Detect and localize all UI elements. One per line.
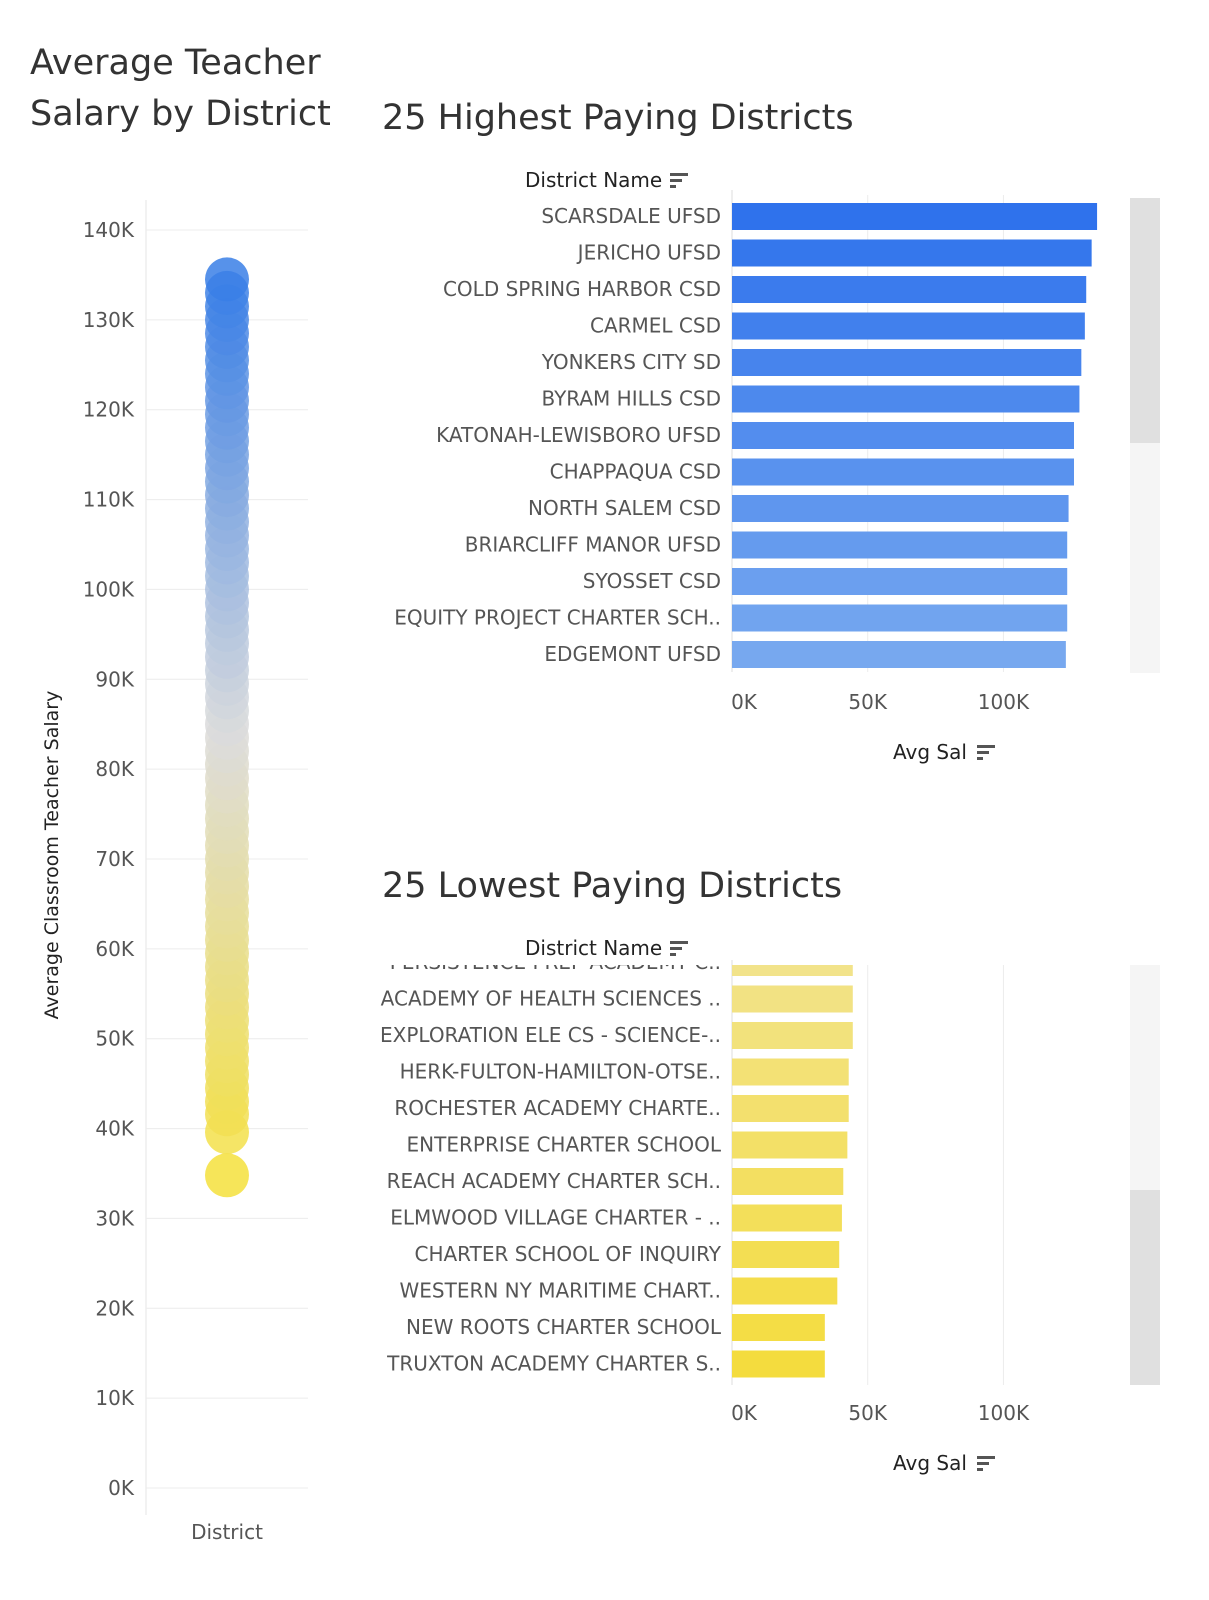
category-label: CHAPPAQUA CSD: [550, 460, 721, 484]
bar: [732, 1277, 838, 1305]
x-tick-label: 50K: [848, 690, 887, 714]
bar: [732, 422, 1074, 449]
category-label: SCARSDALE UFSD: [541, 204, 721, 228]
bar: [732, 495, 1069, 522]
bar: [732, 1131, 848, 1159]
category-label: CHARTER SCHOOL OF INQUIRY: [415, 1242, 722, 1266]
main-title: Average Teacher Salary by District: [30, 43, 331, 134]
highest-district-name-header[interactable]: District Name: [525, 168, 689, 192]
overview-y-tick-label: 90K: [95, 667, 134, 691]
category-label: YONKERS CITY SD: [541, 350, 721, 374]
bar: [732, 604, 1068, 632]
overview-y-tick-label: 50K: [95, 1027, 134, 1051]
category-label: BYRAM HILLS CSD: [541, 387, 721, 411]
x-tick-label: 0K: [731, 1401, 758, 1425]
category-label: KATONAH-LEWISBORO UFSD: [436, 423, 721, 447]
overview-y-tick-label: 20K: [95, 1296, 134, 1320]
category-label: ROCHESTER ACADEMY CHARTE..: [394, 1096, 721, 1120]
bar: [732, 385, 1080, 413]
overview-chart: 0K 10K 20K 30K 40K 50K 60K 70K 80K 90K 100K 110K 120…: [83, 200, 308, 1544]
x-tick-label: 50K: [848, 1401, 887, 1425]
lowest-scrollbar[interactable]: [1130, 965, 1160, 1385]
x-tick-label: 0K: [731, 690, 758, 714]
highest-chart-title: 25 Highest Paying Districts: [382, 98, 854, 138]
bar: [732, 1204, 842, 1232]
category-label: WESTERN NY MARITIME CHART..: [400, 1279, 722, 1303]
overview-y-tick-label: 80K: [95, 757, 134, 781]
overview-y-tick-label: 130K: [83, 308, 135, 332]
category-label: COLD SPRING HARBOR CSD: [443, 277, 721, 301]
category-label: NORTH SALEM CSD: [528, 496, 721, 520]
bar: [732, 349, 1082, 376]
highest-scrollbar[interactable]: [1130, 198, 1160, 673]
category-label: SYOSSET CSD: [583, 569, 721, 593]
lowest-x-axis-title[interactable]: Avg Sal: [893, 1451, 995, 1475]
highest-chart: 0K 50K 100K SCARSDALE UFSD JERICHO UFSD COLD …: [394, 190, 1098, 714]
bar: [732, 1314, 825, 1341]
district-name-label: District Name: [525, 936, 663, 960]
bar: [732, 1168, 844, 1195]
overview-y-tick-label: 120K: [83, 398, 135, 422]
lowest-district-name-header[interactable]: District Name: [525, 936, 689, 960]
category-label: BRIARCLIFF MANOR UFSD: [465, 533, 721, 557]
category-label: JERICHO UFSD: [576, 241, 721, 265]
bar: [732, 531, 1068, 559]
bar: [732, 1022, 853, 1049]
sort-icon[interactable]: [670, 940, 689, 956]
bar: [732, 1095, 849, 1122]
district-name-label: District Name: [525, 168, 663, 192]
overview-y-tick-label: 70K: [95, 847, 134, 871]
lowest-chart: 0K 50K 100K PERSISTENCE PREP ACADEMY C.. ACA…: [380, 960, 1030, 1425]
category-label: TRUXTON ACADEMY CHARTER S..: [386, 1352, 721, 1376]
bar: [732, 1058, 849, 1086]
sort-icon[interactable]: [670, 172, 689, 188]
lowest-chart-title: 25 Lowest Paying Districts: [382, 866, 843, 906]
bar-rows: PERSISTENCE PREP ACADEMY C.. ACADEMY OF H…: [380, 960, 853, 1378]
sort-icon[interactable]: [976, 744, 995, 760]
category-label: NEW ROOTS CHARTER SCHOOL: [406, 1315, 722, 1339]
overview-x-axis-label: District: [191, 1520, 263, 1544]
overview-y-tick-label: 40K: [95, 1117, 134, 1141]
overview-y-tick-label: 30K: [95, 1206, 134, 1230]
bar-rows: SCARSDALE UFSD JERICHO UFSD COLD SPRING HA…: [394, 203, 1098, 668]
bar: [732, 458, 1074, 486]
overview-dot: [205, 257, 249, 302]
overview-y-tick-label: 10K: [95, 1386, 134, 1410]
bar: [732, 641, 1066, 668]
x-tick-label: 100K: [978, 690, 1030, 714]
overview-y-tick-label: 100K: [83, 577, 135, 601]
overview-y-tick-label: 0K: [108, 1476, 135, 1500]
avg-sal-label: Avg Sal: [893, 1451, 967, 1475]
x-tick-label: 100K: [978, 1401, 1030, 1425]
category-label: PERSISTENCE PREP ACADEMY C..: [390, 960, 721, 974]
category-label: HERK-FULTON-HAMILTON-OTSE..: [400, 1060, 721, 1084]
bar: [732, 1350, 825, 1378]
category-label: ACADEMY OF HEALTH SCIENCES ..: [381, 987, 721, 1011]
bar: [732, 985, 853, 1013]
highest-x-axis-title[interactable]: Avg Sal: [893, 740, 995, 764]
category-label: REACH ACADEMY CHARTER SCH..: [387, 1169, 721, 1193]
overview-dot: [205, 1153, 249, 1198]
bar: [732, 203, 1098, 230]
category-label: ENTERPRISE CHARTER SCHOOL: [407, 1133, 722, 1157]
bar: [732, 568, 1068, 595]
category-label: EXPLORATION ELE CS - SCIENCE-..: [380, 1023, 721, 1047]
overview-y-tick-label: 60K: [95, 937, 134, 961]
bar: [732, 312, 1085, 340]
lowest-scrollbar-thumb[interactable]: [1130, 1190, 1160, 1385]
sort-icon[interactable]: [976, 1455, 995, 1471]
bar: [732, 1241, 840, 1268]
highest-scrollbar-thumb[interactable]: [1130, 198, 1160, 443]
overview-y-tick-label: 110K: [83, 488, 135, 512]
category-label: CARMEL CSD: [590, 314, 721, 338]
bar: [732, 276, 1087, 303]
bar: [732, 239, 1092, 267]
bar: [732, 965, 853, 976]
avg-sal-label: Avg Sal: [893, 740, 967, 764]
category-label: EQUITY PROJECT CHARTER SCH..: [394, 606, 721, 630]
category-label: EDGEMONT UFSD: [544, 642, 721, 666]
overview-y-tick-label: 140K: [83, 218, 135, 242]
category-label: ELMWOOD VILLAGE CHARTER - ..: [390, 1206, 721, 1230]
